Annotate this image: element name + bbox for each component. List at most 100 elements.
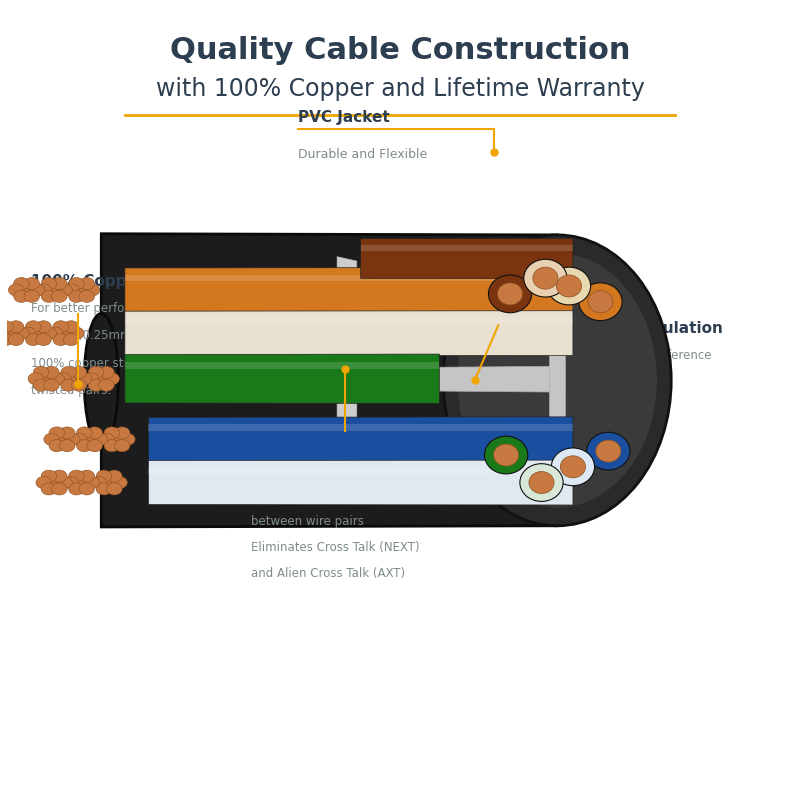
Ellipse shape: [49, 373, 65, 385]
Ellipse shape: [557, 275, 582, 297]
Ellipse shape: [59, 427, 75, 439]
Ellipse shape: [41, 483, 57, 495]
Ellipse shape: [69, 470, 84, 482]
Ellipse shape: [14, 278, 29, 290]
Text: 24AWG (0.25mm2): 24AWG (0.25mm2): [30, 330, 143, 342]
Ellipse shape: [106, 483, 122, 495]
Ellipse shape: [48, 327, 63, 339]
Ellipse shape: [547, 267, 590, 305]
Ellipse shape: [63, 284, 79, 296]
Text: 100% copper stranded wire: 100% copper stranded wire: [30, 357, 194, 370]
Ellipse shape: [96, 470, 112, 482]
Text: Provides separation: Provides separation: [250, 489, 367, 502]
Ellipse shape: [65, 434, 80, 446]
Ellipse shape: [44, 434, 59, 446]
Ellipse shape: [560, 456, 586, 478]
Text: For better performance: For better performance: [30, 302, 169, 314]
Ellipse shape: [485, 436, 528, 474]
Ellipse shape: [49, 427, 65, 439]
Ellipse shape: [57, 477, 72, 489]
Ellipse shape: [104, 373, 119, 385]
Ellipse shape: [56, 373, 71, 385]
Ellipse shape: [76, 373, 92, 385]
Polygon shape: [125, 362, 439, 369]
Ellipse shape: [87, 427, 102, 439]
Text: Quality Cable Construction: Quality Cable Construction: [170, 36, 630, 65]
Polygon shape: [361, 238, 573, 278]
Ellipse shape: [69, 327, 84, 339]
Ellipse shape: [0, 321, 14, 333]
Ellipse shape: [84, 284, 100, 296]
Ellipse shape: [8, 334, 24, 346]
Ellipse shape: [106, 470, 122, 482]
Text: PVC Jacket: PVC Jacket: [298, 110, 390, 125]
Ellipse shape: [9, 284, 24, 296]
Ellipse shape: [41, 470, 57, 482]
Ellipse shape: [26, 321, 41, 333]
Ellipse shape: [8, 321, 24, 333]
Ellipse shape: [494, 444, 518, 466]
Ellipse shape: [53, 334, 69, 346]
Ellipse shape: [586, 432, 630, 470]
Ellipse shape: [51, 470, 67, 482]
Ellipse shape: [579, 283, 622, 321]
Ellipse shape: [104, 427, 119, 439]
Ellipse shape: [82, 434, 98, 446]
Ellipse shape: [443, 235, 671, 526]
Polygon shape: [125, 267, 573, 312]
Ellipse shape: [28, 373, 44, 385]
Polygon shape: [125, 310, 573, 356]
Ellipse shape: [98, 366, 114, 378]
Ellipse shape: [79, 278, 94, 290]
Ellipse shape: [34, 366, 49, 378]
Ellipse shape: [88, 366, 104, 378]
Ellipse shape: [63, 334, 79, 346]
Text: and Alien Cross Talk (AXT): and Alien Cross Talk (AXT): [250, 566, 405, 580]
Ellipse shape: [14, 327, 29, 339]
Ellipse shape: [112, 477, 127, 489]
Ellipse shape: [69, 483, 84, 495]
Ellipse shape: [114, 427, 130, 439]
Ellipse shape: [34, 379, 49, 391]
Ellipse shape: [88, 379, 104, 391]
Ellipse shape: [520, 464, 563, 502]
Polygon shape: [282, 366, 565, 392]
Ellipse shape: [87, 440, 102, 452]
Ellipse shape: [458, 253, 657, 507]
Ellipse shape: [14, 290, 29, 302]
Ellipse shape: [0, 334, 14, 346]
Ellipse shape: [44, 379, 59, 391]
Ellipse shape: [20, 327, 36, 339]
Ellipse shape: [54, 434, 70, 446]
Ellipse shape: [3, 327, 18, 339]
Ellipse shape: [74, 477, 90, 489]
Text: Eliminates Cross Talk (NEXT): Eliminates Cross Talk (NEXT): [250, 541, 419, 554]
Ellipse shape: [53, 321, 69, 333]
Text: with 100% Copper and Lifetime Warranty: with 100% Copper and Lifetime Warranty: [155, 78, 645, 102]
Ellipse shape: [92, 434, 108, 446]
Ellipse shape: [84, 314, 118, 447]
Ellipse shape: [36, 334, 51, 346]
Ellipse shape: [24, 290, 39, 302]
Ellipse shape: [99, 434, 114, 446]
Text: between wire pairs: between wire pairs: [250, 514, 363, 528]
Ellipse shape: [533, 267, 558, 289]
Polygon shape: [125, 354, 439, 403]
Ellipse shape: [102, 477, 117, 489]
Ellipse shape: [114, 440, 130, 452]
Ellipse shape: [46, 284, 62, 296]
Ellipse shape: [83, 373, 98, 385]
Ellipse shape: [41, 278, 57, 290]
Ellipse shape: [61, 366, 76, 378]
Ellipse shape: [0, 327, 8, 339]
Polygon shape: [125, 318, 573, 324]
Ellipse shape: [77, 427, 92, 439]
Polygon shape: [149, 467, 573, 474]
Ellipse shape: [58, 327, 74, 339]
Ellipse shape: [41, 290, 57, 302]
Ellipse shape: [71, 379, 86, 391]
Ellipse shape: [79, 290, 94, 302]
Ellipse shape: [63, 321, 79, 333]
Ellipse shape: [41, 327, 57, 339]
Ellipse shape: [49, 440, 65, 452]
